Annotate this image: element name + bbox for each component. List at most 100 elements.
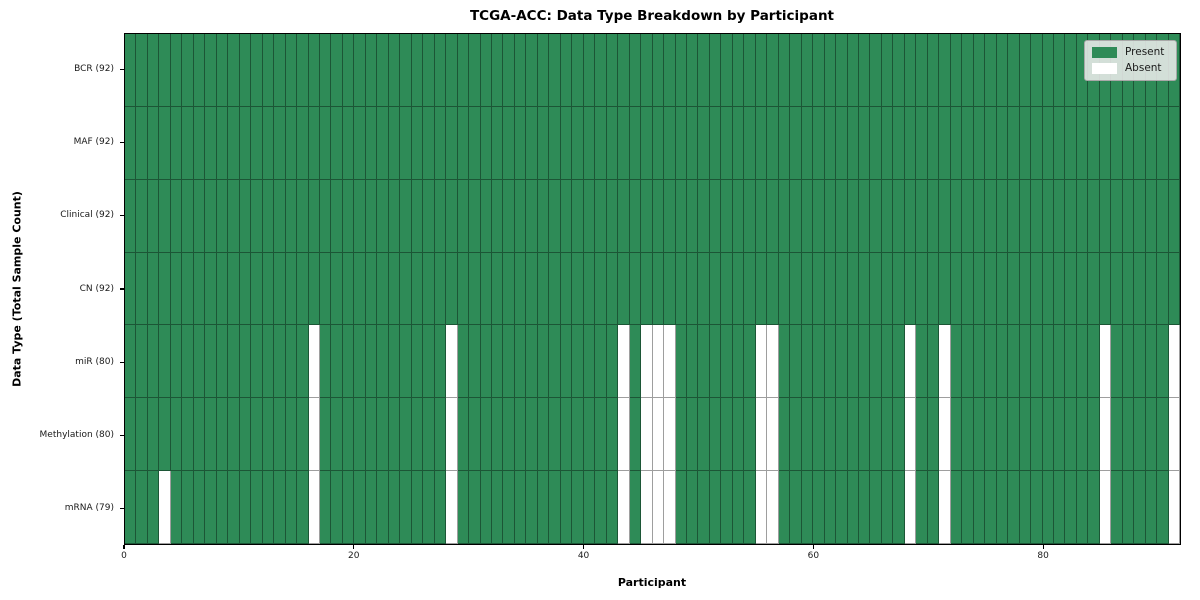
heatmap-cell-present xyxy=(767,34,779,107)
heatmap-cell-present xyxy=(985,398,997,472)
heatmap-cell-present xyxy=(262,471,275,544)
heatmap-cell-present xyxy=(446,252,458,326)
heatmap-cell-present xyxy=(377,325,389,399)
heatmap-cell-present xyxy=(492,325,504,399)
heatmap-cell-present xyxy=(985,325,997,399)
heatmap-cell-present xyxy=(583,179,596,253)
x-tick-mark xyxy=(1042,545,1044,549)
heatmap-cell-present xyxy=(560,398,573,472)
heatmap-cell-present xyxy=(1053,106,1066,180)
heatmap-cell-present xyxy=(973,398,986,472)
heatmap-cell-present xyxy=(1157,471,1169,544)
heatmap-cell-present xyxy=(216,398,229,472)
heatmap-cell-present xyxy=(686,106,699,180)
heatmap-cell-present xyxy=(618,106,630,180)
heatmap-cell-present xyxy=(1019,471,1032,544)
heatmap-cell-present xyxy=(285,471,298,544)
heatmap-cell-present xyxy=(927,398,940,472)
heatmap-cell-present xyxy=(870,179,882,253)
heatmap-cell-present xyxy=(251,398,263,472)
heatmap-cell-present xyxy=(503,179,515,253)
heatmap-cell-present xyxy=(916,325,928,399)
heatmap-cell-absent xyxy=(652,325,665,399)
heatmap-cell-present xyxy=(549,398,561,472)
heatmap-cell-present xyxy=(147,398,160,472)
heatmap-cell-present xyxy=(881,398,894,472)
heatmap-cell-present xyxy=(537,325,550,399)
heatmap-cell-present xyxy=(1134,471,1146,544)
heatmap-cell-present xyxy=(1088,471,1100,544)
heatmap-cell-absent xyxy=(618,471,630,544)
heatmap-cell-present xyxy=(239,179,252,253)
heatmap-cell-present xyxy=(170,325,183,399)
heatmap-cell-present xyxy=(675,325,687,399)
heatmap-cell-present xyxy=(1008,179,1020,253)
heatmap-cell-present xyxy=(251,325,263,399)
heatmap-cell-present xyxy=(400,106,412,180)
heatmap-cell-present xyxy=(239,398,252,472)
heatmap-cell-present xyxy=(572,106,584,180)
heatmap-cell-present xyxy=(434,471,447,544)
heatmap-cell-present xyxy=(480,471,492,544)
heatmap-row xyxy=(125,179,1181,253)
heatmap-cell-absent xyxy=(755,471,768,544)
heatmap-cell-absent xyxy=(664,325,676,399)
heatmap-cell-present xyxy=(893,398,905,472)
heatmap-cell-present xyxy=(560,106,573,180)
heatmap-cell-present xyxy=(262,325,275,399)
heatmap-cell-present xyxy=(423,34,435,107)
heatmap-cell-present xyxy=(755,106,768,180)
heatmap-cell-present xyxy=(1145,398,1158,472)
heatmap-cell-present xyxy=(457,325,470,399)
heatmap-cell-present xyxy=(182,325,194,399)
heatmap-cell-present xyxy=(836,179,848,253)
heatmap-cell-present xyxy=(847,471,859,544)
y-tick-label: CN (92) xyxy=(79,283,114,294)
heatmap-cell-present xyxy=(1088,106,1100,180)
heatmap-cell-present xyxy=(778,471,791,544)
heatmap-cell-present xyxy=(159,34,171,107)
heatmap-row xyxy=(125,106,1181,180)
heatmap-cell-present xyxy=(996,106,1009,180)
heatmap-cell-present xyxy=(125,471,137,544)
heatmap-cell-present xyxy=(365,252,378,326)
heatmap-cell-present xyxy=(1145,471,1158,544)
heatmap-cell-present xyxy=(526,471,538,544)
heatmap-cell-present xyxy=(744,325,756,399)
heatmap-cell-present xyxy=(859,179,871,253)
heatmap-cell-absent xyxy=(446,471,458,544)
heatmap-cell-present xyxy=(434,179,447,253)
heatmap-cell-present xyxy=(606,325,619,399)
heatmap-cell-present xyxy=(251,34,263,107)
heatmap-cell-present xyxy=(423,325,435,399)
heatmap-cell-present xyxy=(870,471,882,544)
x-tick-label: 80 xyxy=(1037,551,1049,561)
x-tick-label: 0 xyxy=(121,551,127,561)
heatmap-cell-present xyxy=(1134,398,1146,472)
heatmap-cell-present xyxy=(262,34,275,107)
heatmap-cell-present xyxy=(732,471,745,544)
heatmap-cell-present xyxy=(744,398,756,472)
y-tick-mark xyxy=(119,215,124,217)
heatmap-cell-present xyxy=(365,179,378,253)
heatmap-cell-present xyxy=(549,325,561,399)
heatmap-cell-present xyxy=(618,179,630,253)
y-tick-label: miR (80) xyxy=(75,356,114,367)
heatmap-cell-present xyxy=(537,179,550,253)
heatmap-cell-present xyxy=(916,252,928,326)
heatmap-cell-present xyxy=(859,252,871,326)
heatmap-cell-present xyxy=(274,252,286,326)
heatmap-cell-present xyxy=(881,471,894,544)
heatmap-cell-present xyxy=(457,471,470,544)
heatmap-cell-present xyxy=(1088,179,1100,253)
heatmap-cell-present xyxy=(308,34,320,107)
heatmap-cell-present xyxy=(996,252,1009,326)
heatmap-cell-present xyxy=(251,179,263,253)
heatmap-cell-present xyxy=(400,398,412,472)
heatmap-cell-present xyxy=(1065,106,1077,180)
heatmap-cell-present xyxy=(1065,252,1077,326)
heatmap-cell-present xyxy=(411,34,424,107)
heatmap-cell-present xyxy=(595,179,607,253)
heatmap-cell-present xyxy=(549,106,561,180)
heatmap-cell-present xyxy=(308,106,320,180)
